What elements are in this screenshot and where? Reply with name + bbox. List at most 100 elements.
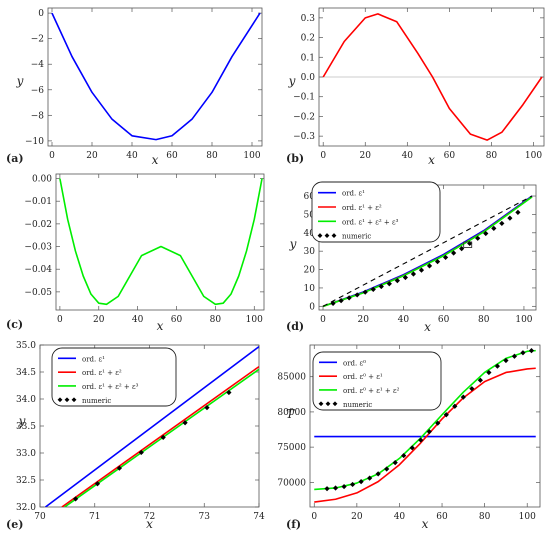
y-tick-label: 30 <box>304 247 316 257</box>
x-tick-label: 80 <box>486 151 498 161</box>
legend-label: ord. ε¹ + ε² + ε³ <box>342 218 399 226</box>
numeric-marker <box>160 434 166 440</box>
numeric-marker <box>426 263 433 269</box>
numeric-marker <box>486 369 492 376</box>
legend-label: numeric <box>342 233 371 241</box>
x-tick-label: 71 <box>89 512 100 522</box>
plot-frame <box>55 173 265 311</box>
panel-b-label: (b) <box>286 152 304 165</box>
x-axis-label: x <box>422 517 429 531</box>
x-tick-label: 80 <box>478 315 490 325</box>
numeric-marker <box>460 394 466 400</box>
panel-a-label: (a) <box>6 152 24 165</box>
numeric-marker <box>330 300 336 306</box>
legend-marker <box>71 397 77 403</box>
panel-c: (c) 0 20 40 60 80 100 0.00 −0.01 −0.02 −0.03 −0.04… <box>6 173 265 333</box>
numeric-marker <box>507 215 513 221</box>
x-tick-label: 20 <box>93 315 105 325</box>
series-line <box>51 12 261 141</box>
plot-frame <box>309 344 541 508</box>
x-tick-label: 20 <box>86 151 98 161</box>
panel-a: (a) 0 20 40 60 80 100 0 −2 −4 −6 −8 −10 x y <box>6 7 263 167</box>
y-tick-label: −0.05 <box>24 288 52 298</box>
x-axis-label: x <box>146 517 153 531</box>
numeric-marker <box>451 250 457 256</box>
numeric-marker <box>434 259 441 265</box>
y-tick-label: −4 <box>31 60 45 70</box>
numeric-marker <box>426 429 432 435</box>
y-tick-label: −2 <box>31 35 44 45</box>
series-line <box>61 365 259 507</box>
legend-label: ord. ε¹ + ε² + ε³ <box>82 383 139 391</box>
y-tick-label: 60 <box>304 192 316 202</box>
numeric-marker <box>515 209 521 215</box>
numeric-marker <box>491 225 497 231</box>
numeric-marker <box>384 466 390 472</box>
numeric-marker <box>418 437 424 443</box>
legend-marker <box>324 233 330 238</box>
numeric-marker <box>378 283 384 290</box>
numeric-marker <box>341 483 347 490</box>
y-tick-label: 0.1 <box>301 53 315 63</box>
x-tick-label: 0 <box>320 315 326 325</box>
x-tick-label: 60 <box>436 512 448 522</box>
y-tick-label: −0.2 <box>293 112 315 122</box>
legend-label: numeric <box>343 401 372 409</box>
panel-c-label: (c) <box>6 318 23 331</box>
numeric-marker <box>367 475 373 481</box>
x-tick-label: 100 <box>519 512 536 522</box>
y-tick-label: 85000 <box>277 373 306 383</box>
numeric-marker <box>392 460 398 466</box>
y-tick-label: 35.0 <box>16 341 36 351</box>
x-axis-label: x <box>152 153 159 167</box>
x-tick-label: 60 <box>171 315 183 325</box>
numeric-marker <box>409 445 415 451</box>
y-tick-label: 80000 <box>277 408 306 418</box>
numeric-marker <box>116 465 122 471</box>
plot-area <box>44 345 259 507</box>
numeric-marker <box>375 471 381 477</box>
series-line <box>59 178 263 306</box>
numeric-marker <box>204 405 210 411</box>
x-tick-label: 40 <box>126 151 138 161</box>
legend-marker <box>331 233 337 238</box>
numeric-marker <box>469 386 475 392</box>
x-tick-label: 20 <box>357 315 369 325</box>
panel-d-label: (d) <box>286 320 304 333</box>
x-tick-label: 100 <box>246 315 263 325</box>
numeric-marker <box>358 479 364 485</box>
x-tick-label: 80 <box>206 151 218 161</box>
numeric-marker <box>370 286 376 293</box>
y-tick-label: 33.5 <box>16 422 36 432</box>
y-tick-label: 34.0 <box>16 395 36 405</box>
panel-b: (b) 0 20 40 60 80 100 0.3 0.2 0.1 0.0 −0.1 −0.2 −0.3… <box>286 7 545 167</box>
x-axis-label: x <box>428 153 435 167</box>
legend-marker <box>64 397 70 403</box>
x-axis-label: x <box>424 320 431 334</box>
x-tick-label: 60 <box>444 151 456 161</box>
numeric-marker <box>520 350 526 356</box>
plot-area <box>59 178 263 306</box>
y-tick-label: −10 <box>25 137 44 147</box>
plot-area <box>51 12 261 141</box>
y-tick-label: 0.0 <box>301 73 316 83</box>
legend-label: ord. ε⁰ + ε¹ <box>343 373 383 381</box>
legend-label: ord. ε⁰ <box>343 359 366 367</box>
x-tick-label: 80 <box>210 315 222 325</box>
y-tick-label: 0 <box>309 302 315 312</box>
numeric-marker <box>452 403 458 409</box>
series-line <box>322 13 543 141</box>
x-tick-label: 70 <box>34 512 46 522</box>
x-tick-label: 73 <box>199 512 211 522</box>
y-tick-label: 40 <box>304 229 316 239</box>
y-axis-label: y <box>16 74 24 88</box>
numeric-marker <box>459 246 465 252</box>
x-tick-label: 60 <box>438 315 450 325</box>
legend-box <box>312 351 442 411</box>
numeric-marker <box>511 353 518 359</box>
numeric-marker <box>332 485 339 491</box>
numeric-marker <box>494 363 501 369</box>
legend-marker <box>317 233 323 238</box>
legend-marker <box>332 401 338 407</box>
